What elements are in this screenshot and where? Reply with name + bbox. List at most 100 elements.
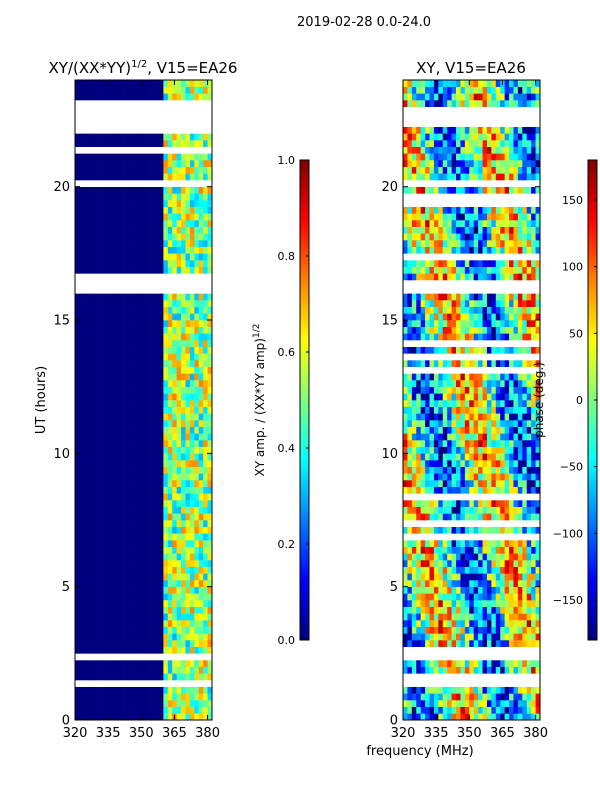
heatmap-cell (447, 380, 452, 387)
heatmap-cell (75, 393, 80, 401)
heatmap-cell (517, 340, 523, 347)
heatmap-cell (163, 246, 169, 254)
heatmap-cell (433, 640, 439, 647)
heatmap-cell (123, 220, 129, 227)
heatmap-cell (123, 440, 129, 447)
heatmap-cell (198, 460, 204, 467)
heatmap-cell (456, 713, 461, 720)
heatmap-cell (158, 366, 164, 374)
heatmap-cell (150, 166, 155, 174)
heatmap-cell (469, 500, 475, 507)
heatmap-cell (429, 386, 435, 394)
heatmap-cell (473, 333, 479, 341)
heatmap-cell (105, 360, 111, 367)
heatmap-cell (128, 706, 133, 714)
heatmap-cell (464, 453, 470, 461)
heatmap-cell (451, 373, 457, 381)
heatmap-cell (451, 440, 457, 447)
heatmap-cell (189, 280, 195, 287)
heatmap-cell (486, 680, 492, 687)
heatmap-cell (203, 113, 208, 121)
heatmap-cell (83, 153, 89, 161)
heatmap-cell (203, 233, 208, 241)
heatmap-cell (442, 500, 448, 507)
heatmap-cell (491, 493, 497, 501)
heatmap-cell (194, 693, 200, 701)
heatmap-cell (83, 460, 89, 467)
heatmap-cell (194, 260, 200, 267)
heatmap-cell (88, 566, 93, 574)
heatmap-cell (509, 633, 514, 641)
heatmap-cell (451, 626, 457, 634)
heatmap-cell (92, 326, 98, 334)
heatmap-cell (438, 366, 444, 374)
heatmap-cell (513, 660, 519, 667)
heatmap-cell (128, 620, 133, 627)
heatmap-cell (119, 593, 124, 601)
heatmap-cell (154, 620, 160, 627)
heatmap-cell (101, 486, 107, 494)
heatmap-cell (163, 340, 169, 347)
heatmap-cell (105, 413, 111, 421)
heatmap-cell (136, 493, 142, 501)
heatmap-cell (92, 200, 98, 207)
heatmap-cell (136, 293, 142, 301)
heatmap-cell (136, 173, 142, 181)
heatmap-cell (97, 520, 102, 527)
heatmap-cell (504, 633, 510, 641)
heatmap-cell (150, 306, 155, 314)
heatmap-cell (132, 433, 138, 441)
heatmap-cell (207, 146, 212, 154)
heatmap-cell (420, 300, 426, 307)
heatmap-cell (504, 666, 510, 674)
heatmap-cell (163, 626, 169, 634)
heatmap-cell (478, 460, 483, 467)
heatmap-cell (145, 126, 151, 134)
heatmap-cell (79, 220, 85, 227)
heatmap-cell (105, 566, 111, 574)
heatmap-cell (407, 320, 413, 327)
heatmap-cell (136, 393, 142, 401)
heatmap-cell (181, 300, 186, 307)
heatmap-cell (513, 386, 519, 394)
heatmap-cell (429, 713, 435, 720)
heatmap-cell (101, 246, 107, 254)
heatmap-cell (119, 106, 124, 114)
heatmap-cell (522, 440, 528, 447)
heatmap-cell (172, 453, 177, 461)
heatmap-cell (88, 266, 93, 274)
heatmap-cell (110, 153, 116, 161)
heatmap-cell (513, 713, 519, 720)
heatmap-cell (141, 446, 147, 454)
heatmap-cell (128, 513, 133, 521)
heatmap-cell (132, 406, 138, 414)
heatmap-cell (158, 373, 164, 381)
heatmap-cell (141, 146, 147, 154)
heatmap-cell (158, 246, 164, 254)
heatmap-cell (141, 560, 147, 567)
heatmap-cell (460, 680, 466, 687)
heatmap-cell (433, 573, 439, 581)
heatmap-cell (513, 346, 519, 354)
heatmap-cell (145, 593, 151, 601)
heatmap-cell (403, 560, 408, 567)
heatmap-cell (429, 400, 435, 407)
heatmap-cell (464, 553, 470, 561)
heatmap-cell (522, 400, 528, 407)
heatmap-cell (158, 240, 164, 247)
heatmap-cell (194, 466, 200, 474)
heatmap-cell (460, 600, 466, 607)
heatmap-cell (105, 646, 111, 654)
heatmap-cell (119, 273, 124, 281)
heatmap-cell (119, 586, 124, 594)
heatmap-cell (105, 553, 111, 561)
heatmap-cell (128, 700, 133, 707)
heatmap-cell (535, 313, 540, 321)
heatmap-cell (451, 400, 457, 407)
heatmap-cell (101, 373, 107, 381)
heatmap-cell (136, 226, 142, 234)
heatmap-cell (486, 553, 492, 561)
heatmap-cell (203, 680, 208, 687)
heatmap-cell (97, 173, 102, 181)
heatmap-cell (411, 613, 417, 621)
